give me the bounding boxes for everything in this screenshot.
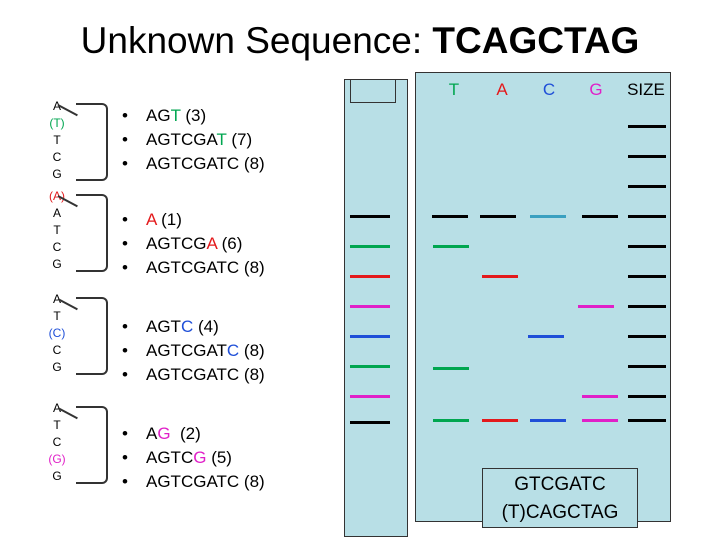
gel-band-g xyxy=(582,215,618,218)
gel-band-c xyxy=(530,215,566,218)
gel-band-g xyxy=(578,305,614,308)
size-ladder-band xyxy=(628,215,666,218)
page-title: Unknown Sequence: TCAGCTAG xyxy=(0,20,720,62)
lane-header-c: C xyxy=(542,80,556,99)
gel-main xyxy=(415,72,671,522)
lane-header-size: SIZE xyxy=(627,80,665,99)
title-sequence: TCAGCTAG xyxy=(432,20,640,61)
gel-band-t xyxy=(433,419,469,422)
reads-group-1: • AGT (3) • AGTCGAT (7) • AGTCGATC (8) xyxy=(122,104,265,176)
primer-bracket xyxy=(76,406,108,484)
read-item: • AGTCGATC (8) xyxy=(122,154,265,173)
read-item: • AGTCGATC (8) xyxy=(122,365,265,384)
read-item: • AGTCG (5) xyxy=(122,448,232,467)
read-item: • AGTCGATC (8) xyxy=(122,472,265,491)
result-line-1: GTCGATC xyxy=(514,474,606,495)
lane-header-g: G xyxy=(589,80,603,99)
gel-band-a xyxy=(482,419,518,422)
gel-band-g xyxy=(582,419,618,422)
size-ladder-band xyxy=(628,365,666,368)
combined-band xyxy=(350,245,390,248)
primer-bracket xyxy=(76,297,108,375)
combined-band xyxy=(350,215,390,218)
reads-group-2: • A (1) • AGTCGA (6) • AGTCGATC (8) xyxy=(122,208,265,280)
size-ladder-band xyxy=(628,305,666,308)
gel-band-g xyxy=(582,395,618,398)
combined-band xyxy=(350,275,390,278)
size-ladder-band xyxy=(628,185,666,188)
read-item: • AGTCGATC (8) xyxy=(122,258,265,277)
primer-bracket xyxy=(76,194,108,272)
gel-band-t xyxy=(433,245,469,248)
combined-band xyxy=(350,395,390,398)
reads-group-3: • AGTC (4) • AGTCGATC (8) • AGTCGATC (8) xyxy=(122,315,265,387)
gel-band-a xyxy=(482,275,518,278)
read-item: • AGTC (4) xyxy=(122,317,219,336)
size-ladder-band xyxy=(628,275,666,278)
combined-band xyxy=(350,335,390,338)
lane-header-t: T xyxy=(448,80,460,99)
read-item: • AG (2) xyxy=(122,424,201,443)
template-strand-3: A T (C) C G xyxy=(48,292,66,374)
read-item: • AGTCGATC (8) xyxy=(122,341,265,360)
gel-band-c xyxy=(528,335,564,338)
size-ladder-band xyxy=(628,155,666,158)
read-item: • A (1) xyxy=(122,210,182,229)
read-item: • AGTCGAT (7) xyxy=(122,130,253,149)
size-ladder-band xyxy=(628,125,666,128)
size-ladder-band xyxy=(628,419,666,422)
gel-combined-lane xyxy=(344,79,408,537)
combined-band xyxy=(350,305,390,308)
gel-band-t xyxy=(433,367,469,370)
gel-band-a xyxy=(480,215,516,218)
size-ladder-band xyxy=(628,395,666,398)
combined-band xyxy=(350,365,390,368)
gel-well xyxy=(350,79,396,103)
result-line-2: (T)CAGCTAG xyxy=(501,502,619,523)
title-prefix: Unknown Sequence: xyxy=(80,20,423,61)
template-strand-1: A (T) T C G xyxy=(49,99,65,181)
gel-band-t xyxy=(432,215,468,218)
template-strand-2: (A) A T C G xyxy=(49,189,65,271)
size-ladder-band xyxy=(628,335,666,338)
combined-band xyxy=(350,421,390,424)
reads-group-4: • AG (2) • AGTCG (5) • AGTCGATC (8) xyxy=(122,422,265,494)
read-item: • AGT (3) xyxy=(122,106,207,125)
size-ladder-band xyxy=(628,245,666,248)
lane-header-a: A xyxy=(496,80,508,99)
result-box: GTCGATC (T)CAGCTAG xyxy=(482,468,638,528)
primer-bracket xyxy=(76,103,108,181)
gel-band-c xyxy=(530,419,566,422)
template-strand-4: A T C (G) G xyxy=(48,401,66,483)
read-item: • AGTCGA (6) xyxy=(122,234,243,253)
